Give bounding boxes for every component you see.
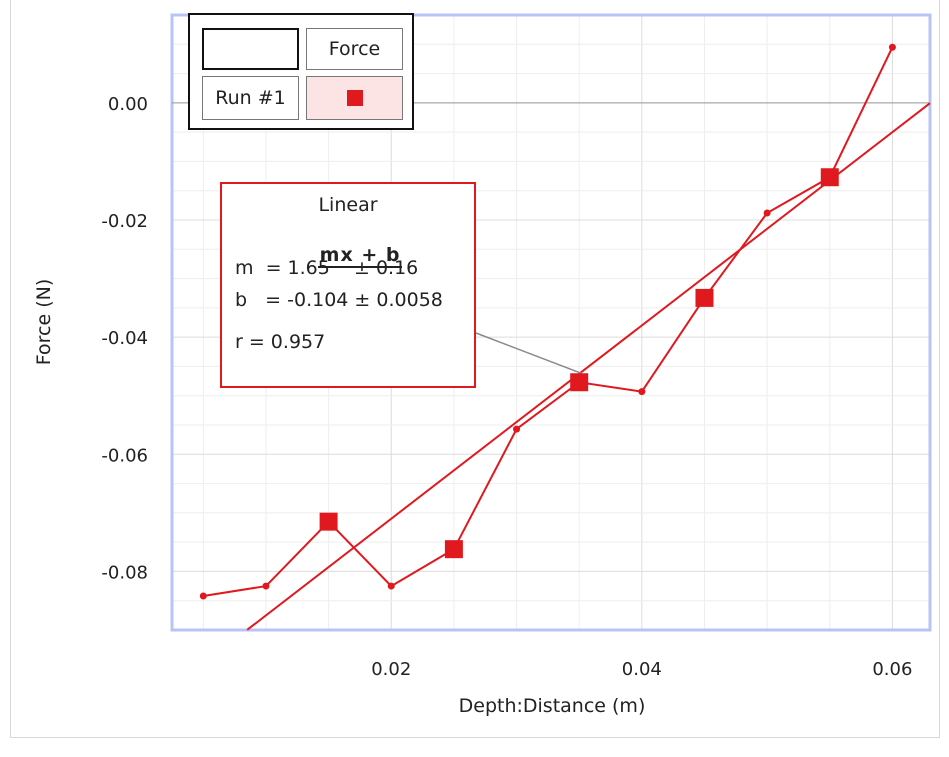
linear-fit-line xyxy=(246,102,931,631)
y-tick-label: -0.08 xyxy=(101,562,148,583)
x-tick-label: 0.02 xyxy=(371,659,411,680)
data-point-square xyxy=(570,373,589,392)
data-point xyxy=(763,209,771,217)
data-point xyxy=(513,425,521,433)
data-point xyxy=(638,388,646,396)
x-axis-label: Depth:Distance (m) xyxy=(459,695,646,717)
data-point-square xyxy=(444,540,463,559)
series-line-run-1 xyxy=(203,46,894,598)
data-point-square xyxy=(319,512,338,531)
data-point xyxy=(262,582,270,590)
y-tick-label: 0.00 xyxy=(108,94,148,115)
x-tick-label: 0.06 xyxy=(872,659,912,680)
legend-header-force: Force xyxy=(306,28,403,70)
legend-corner-cell xyxy=(202,28,299,70)
axis-ticks: 0.02 0.04 0.06 0.00 -0.02 -0.04 -0.06 -0.08 xyxy=(101,94,912,680)
data-point-square xyxy=(695,288,714,307)
legend[interactable]: Force Run #1 xyxy=(188,13,414,130)
y-tick-label: -0.04 xyxy=(101,328,148,349)
y-axis-label: Force (N) xyxy=(33,279,55,365)
x-tick-label: 0.04 xyxy=(622,659,662,680)
data-point xyxy=(387,582,395,590)
fit-m-value: m = 1.65 ± 0.16 xyxy=(235,257,419,279)
y-tick-label: -0.02 xyxy=(101,211,148,232)
fit-b-value: b = -0.104 ± 0.0058 xyxy=(235,289,443,311)
fit-r-value: r = 0.957 xyxy=(235,331,326,353)
data-point xyxy=(888,43,896,51)
legend-run-label: Run #1 xyxy=(202,76,299,120)
legend-square-marker xyxy=(346,90,363,106)
legend-marker-cell[interactable] xyxy=(306,76,403,120)
fit-formula-text: mx + b xyxy=(317,244,403,268)
data-point-square xyxy=(820,168,839,187)
plot-area-border xyxy=(170,13,932,632)
data-point xyxy=(199,592,207,600)
y-tick-label: -0.06 xyxy=(101,445,148,466)
fit-formula: mx + b xyxy=(222,222,474,288)
linear-fit-annotation[interactable]: Linear mx + b m = 1.65 ± 0.16 b = -0.104… xyxy=(220,182,476,388)
fit-title: Linear xyxy=(318,194,378,216)
series-markers xyxy=(199,43,896,600)
annotation-leader-line xyxy=(475,332,582,375)
